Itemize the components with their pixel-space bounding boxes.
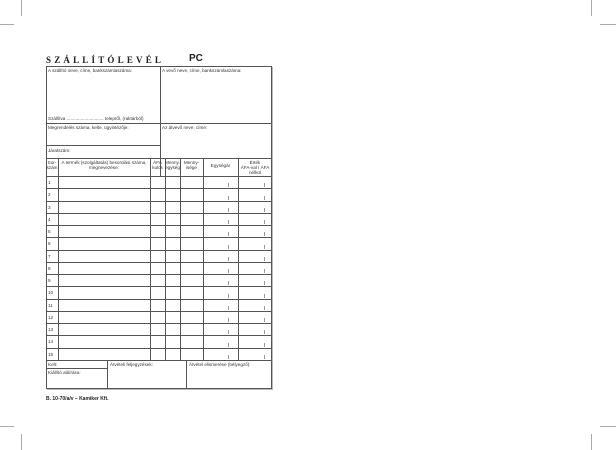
row-number: 4	[48, 216, 51, 222]
row-number: 5	[48, 229, 51, 235]
row-number: 3	[48, 204, 51, 210]
row-number: 9	[48, 278, 51, 284]
crop-mark	[21, 434, 22, 450]
row-number: 2	[48, 192, 51, 198]
column-header: A termék (szolgáltatás) besorolási száma…	[61, 160, 147, 170]
document-title: SZÁLLÍTÓLEVÉL	[46, 55, 165, 65]
crop-mark	[21, 0, 22, 16]
column-header: Sor- szám	[46, 160, 58, 170]
receipt-confirmation-label: Átvétel elismerése (bélyegző):	[189, 362, 251, 367]
vehicle-label: Járatszám:	[48, 148, 71, 153]
row-number: 7	[48, 253, 51, 259]
delivery-note-form	[46, 66, 272, 389]
row-number: 10	[48, 290, 54, 296]
crop-mark	[600, 24, 616, 25]
date-label: Kelt:	[48, 362, 58, 367]
column-header: Menny. egység	[165, 160, 180, 170]
row-number: 14	[48, 339, 54, 345]
imprint: B. 10-70/a/v – Kamiker Kft.	[46, 396, 109, 402]
row-number: 8	[48, 265, 51, 271]
column-header: Érték ÁFA-val / ÁFA nélkül	[240, 160, 270, 175]
crop-mark	[600, 426, 616, 427]
issuer-signature-label: Kiállító aláírása:	[48, 370, 81, 375]
crop-mark	[0, 24, 14, 25]
crop-mark	[591, 434, 592, 450]
shipment-label: Szállítva ............................. …	[48, 116, 144, 121]
row-number: 11	[48, 302, 53, 308]
row-number: 15	[48, 351, 54, 357]
receiver-label: Az átvevő neve, címe:	[162, 125, 208, 130]
column-header: Egységár	[210, 163, 231, 168]
crop-mark	[591, 0, 592, 16]
buyer-label: A vevő neve, címe, bankszámlaszáma:	[162, 68, 242, 73]
form-code: PC	[189, 53, 203, 64]
crop-mark	[0, 426, 14, 427]
column-header: ÁFA kulcs	[152, 160, 163, 170]
row-number: 1	[48, 180, 51, 185]
order-label: Megrendelés száma, kelte, ügyintézője:	[48, 125, 129, 130]
row-number: 13	[48, 327, 54, 333]
row-number: 12	[48, 314, 54, 320]
row-number: 6	[48, 241, 51, 247]
supplier-label: A szállító neve, címe, bankszámlaszáma:	[48, 68, 132, 73]
column-header: Menny- isége	[183, 160, 200, 170]
delivery-notes-label: Átvételi feljegyzések:	[110, 362, 153, 367]
